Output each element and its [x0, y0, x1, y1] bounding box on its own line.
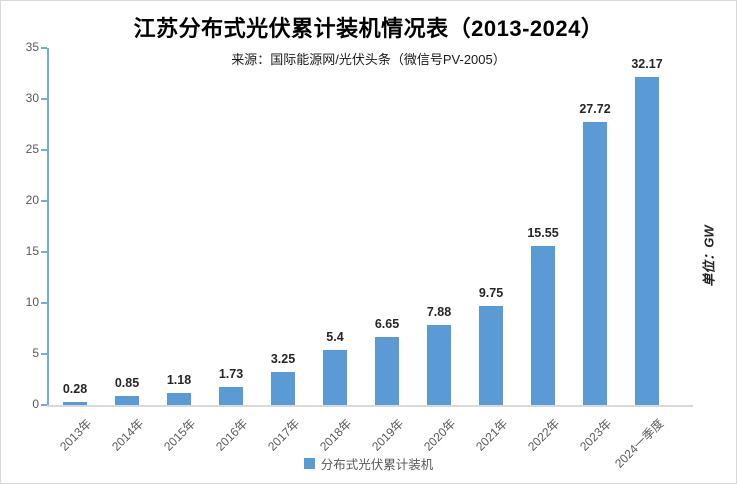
bar — [583, 122, 607, 405]
bar-value-label: 1.73 — [218, 367, 244, 382]
y-axis-tick — [41, 404, 47, 406]
bar — [219, 387, 243, 405]
legend-swatch-icon — [303, 458, 315, 469]
bar-value-label: 27.72 — [579, 102, 611, 117]
y-axis-tick-label: 30 — [25, 91, 39, 105]
bar-value-label: 7.88 — [426, 304, 452, 319]
y-axis-tick-label: 5 — [32, 346, 39, 360]
y-axis-tick — [41, 47, 47, 49]
y-axis-tick — [41, 149, 47, 151]
x-axis-line — [47, 405, 693, 407]
y-axis-tick — [41, 302, 47, 304]
y-axis-tick — [41, 98, 47, 100]
chart-title: 江苏分布式光伏累计装机情况表（2013-2024） — [133, 16, 604, 41]
bar — [271, 371, 295, 405]
legend-series-label: 分布式光伏累计装机 — [320, 458, 434, 472]
y-axis-tick — [41, 200, 47, 202]
bar-value-label: 3.25 — [270, 351, 296, 366]
bar-value-label: 32.17 — [631, 56, 663, 71]
y-axis-tick-label: 15 — [25, 244, 39, 258]
chart-subtitle: 来源：国际能源网/光伏头条（微信号PV-2005） — [231, 52, 506, 67]
bar-value-label: 6.65 — [374, 317, 400, 332]
bar — [375, 337, 399, 405]
bar — [479, 305, 503, 405]
y-axis-tick-label: 20 — [25, 193, 39, 207]
bar-value-label: 5.4 — [326, 329, 344, 344]
bar-value-label: 15.55 — [527, 226, 559, 241]
bar — [323, 349, 347, 405]
bar — [427, 324, 451, 405]
bar-value-label: 0.28 — [62, 382, 88, 397]
y-unit-label: 单位：GW — [701, 225, 717, 287]
y-axis-tick-label: 35 — [25, 40, 39, 54]
y-axis-tick-label: 0 — [32, 397, 39, 411]
bar — [531, 246, 555, 405]
bar — [63, 402, 87, 405]
y-axis-tick-label: 25 — [25, 142, 39, 156]
bar-value-label: 1.18 — [166, 372, 192, 387]
bar — [635, 76, 659, 405]
bar — [167, 392, 191, 405]
y-axis-line — [47, 48, 49, 407]
y-axis-tick — [41, 353, 47, 355]
y-axis-tick-label: 10 — [25, 295, 39, 309]
y-axis-tick — [41, 251, 47, 253]
bar-value-label: 9.75 — [478, 285, 504, 300]
bar-value-label: 0.85 — [114, 376, 140, 391]
bar — [115, 396, 139, 405]
chart-legend: 分布式光伏累计装机 — [1, 454, 736, 473]
